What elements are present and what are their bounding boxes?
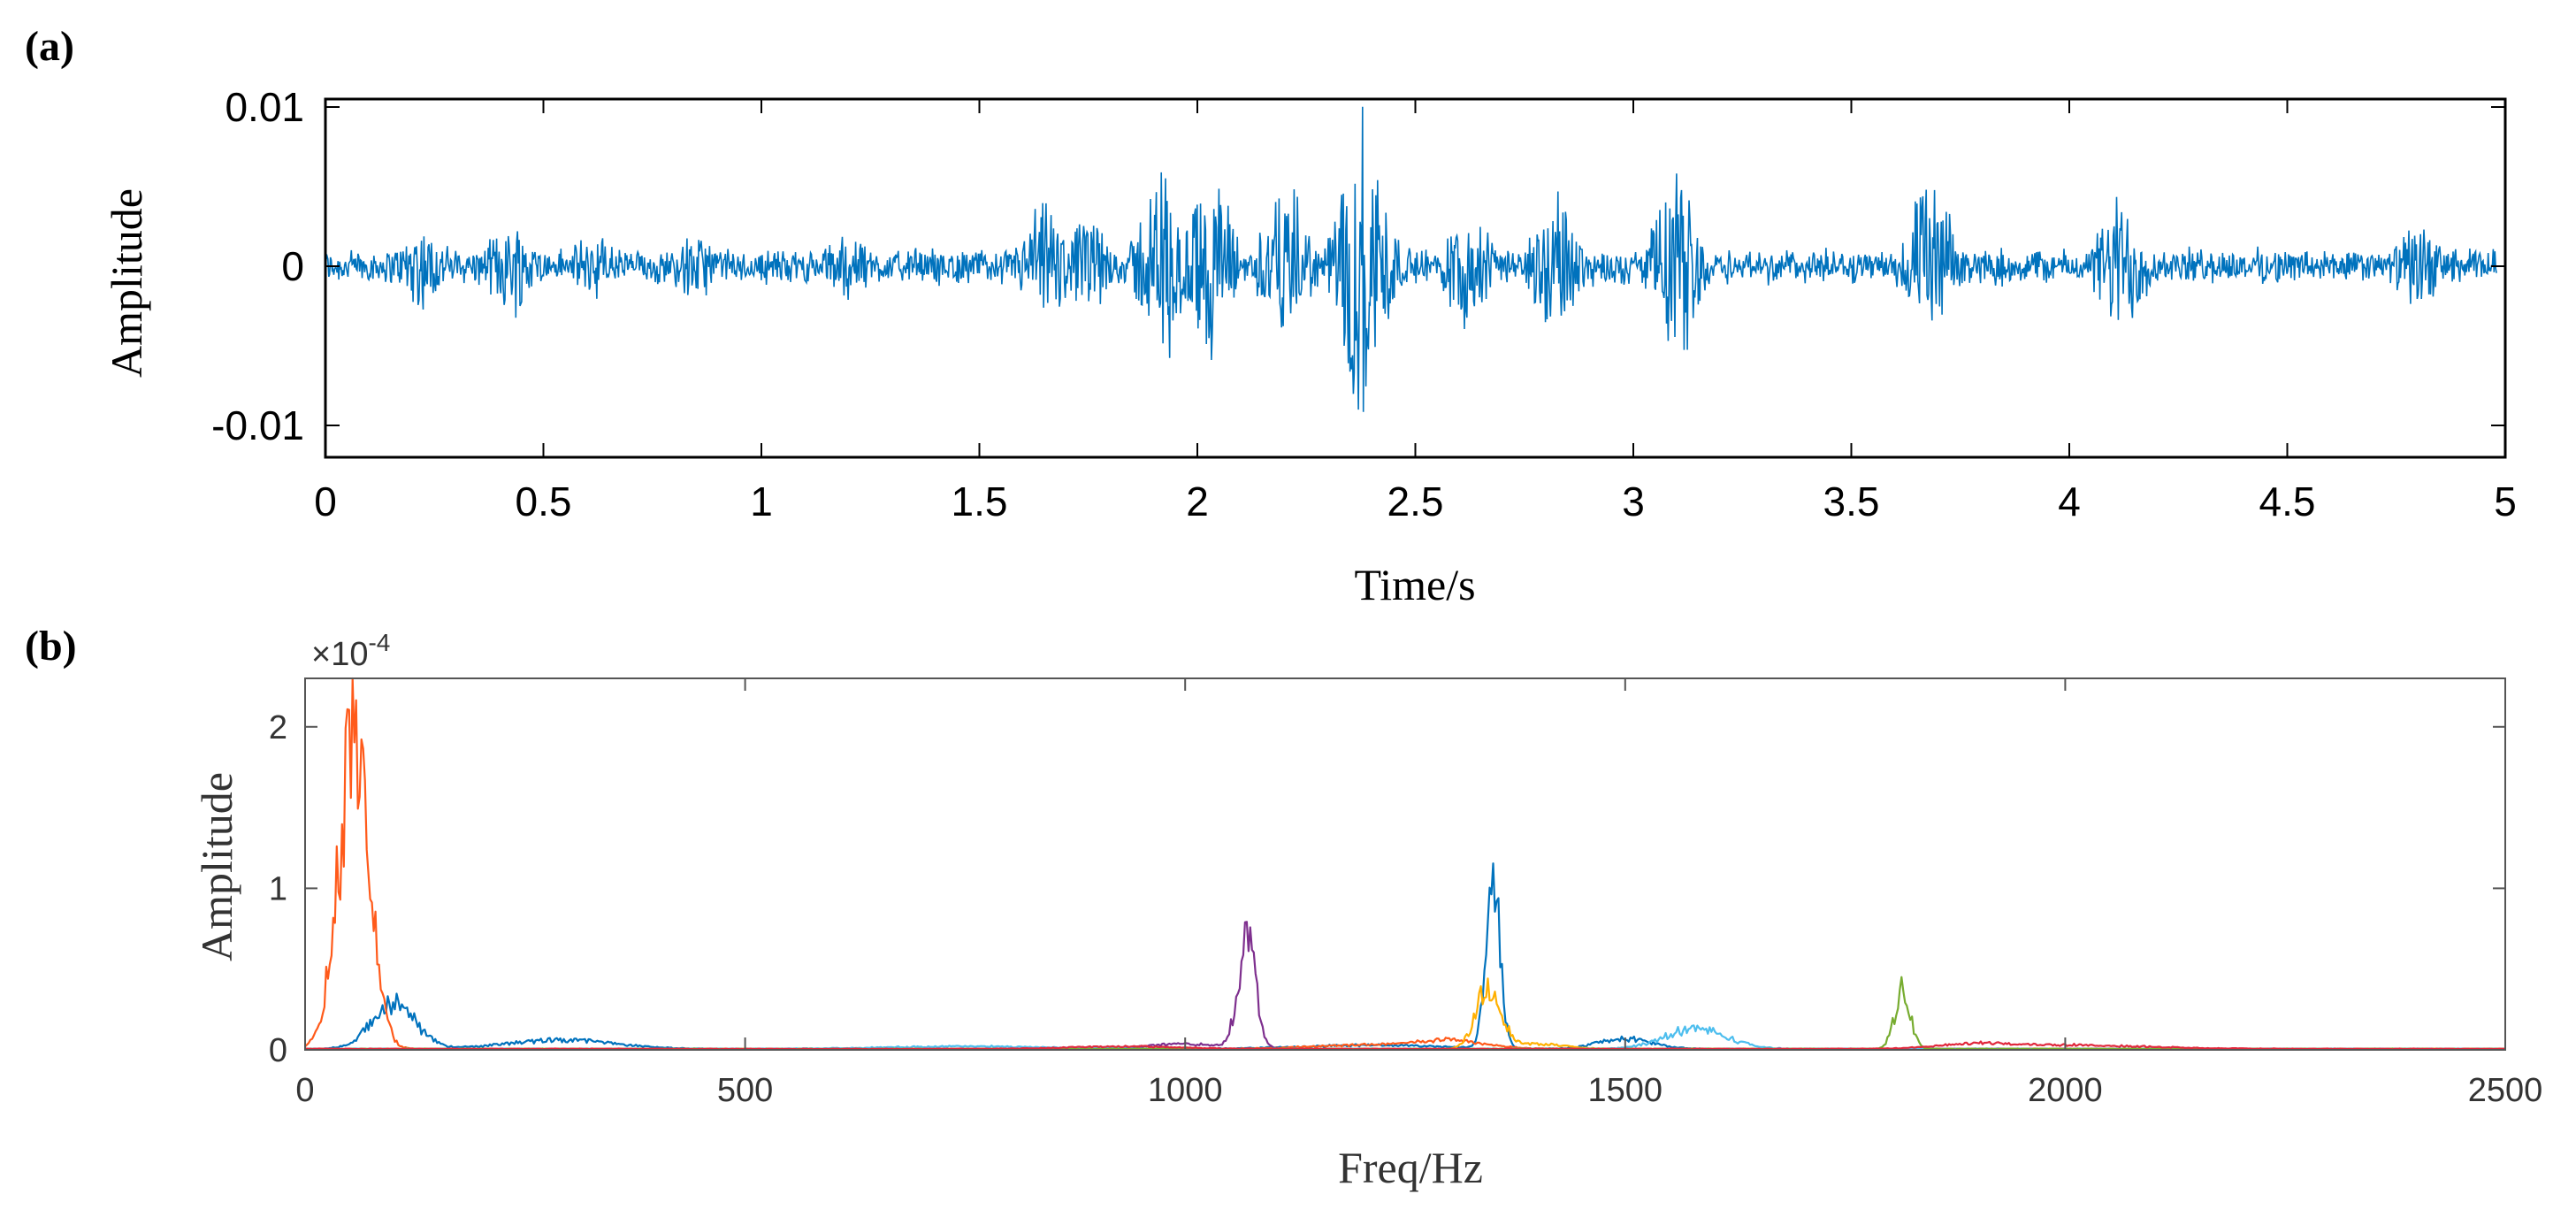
panel-a-x-tick-label: 1 xyxy=(750,478,773,524)
panel-b: (b) ×10-4 0 500 1000 1500 2000 2500 0 1 2 Freq/… xyxy=(25,623,2542,1192)
panel-a-y-tick-label: 0 xyxy=(281,243,304,289)
panel-b-component-7-line xyxy=(304,1040,2506,1051)
panel-b-exponent: ×10-4 xyxy=(311,629,390,673)
panel-a-y-ticks: -0.01 0 0.01 xyxy=(211,84,2505,448)
panel-a-series xyxy=(325,106,2497,412)
panel-a-x-tick-label: 1.5 xyxy=(952,478,1008,524)
panel-a-x-tick-label: 3.5 xyxy=(1823,478,1880,524)
panel-b-x-tick-label: 2000 xyxy=(2028,1072,2103,1109)
panel-b-y-ticks: 0 1 2 xyxy=(269,709,2505,1069)
panel-a-x-axis-title: Time/s xyxy=(1354,560,1475,609)
panel-a-y-tick-label: 0.01 xyxy=(225,84,304,130)
panel-b-x-tick-label: 1500 xyxy=(1588,1072,1663,1109)
panel-b-component-2-line xyxy=(304,677,2506,1051)
panel-a-x-ticks: 0 0.5 1 1.5 2 2.5 3 3.5 4 4.5 5 xyxy=(314,99,2517,524)
panel-b-exponent-base: ×10 xyxy=(311,636,368,673)
panel-b-exponent-power: -4 xyxy=(368,629,390,656)
panel-b-component-1-line xyxy=(304,862,2506,1051)
panel-a-x-tick-label: 2 xyxy=(1186,478,1209,524)
panel-a-x-tick-label: 4.5 xyxy=(2259,478,2316,524)
panel-a-x-tick-label: 5 xyxy=(2494,478,2517,524)
panel-a-label: (a) xyxy=(25,23,74,70)
panel-b-x-ticks: 0 500 1000 1500 2000 2500 xyxy=(295,678,2542,1109)
panel-a-x-tick-label: 0.5 xyxy=(516,478,572,524)
panel-b-axes-box xyxy=(304,677,2506,1051)
panel-b-y-axis-title: Amplitude xyxy=(192,772,241,961)
panel-b-y-tick-label: 2 xyxy=(269,709,287,746)
panel-b-x-tick-label: 0 xyxy=(295,1072,314,1109)
panel-a-y-tick-label: -0.01 xyxy=(211,402,304,448)
panel-b-series xyxy=(304,677,2506,1051)
panel-a-x-tick-label: 2.5 xyxy=(1387,478,1444,524)
panel-b-component-4-line xyxy=(305,921,2506,1051)
panel-b-component-3-line xyxy=(304,977,2506,1051)
panel-b-component-6-line xyxy=(304,976,2506,1051)
panel-b-x-tick-label: 500 xyxy=(717,1072,773,1109)
panel-b-y-tick-label: 0 xyxy=(269,1032,287,1069)
panel-b-x-tick-label: 2500 xyxy=(2468,1072,2543,1109)
panel-a-x-tick-label: 4 xyxy=(2058,478,2081,524)
panel-b-x-axis-title: Freq/Hz xyxy=(1338,1143,1483,1192)
panel-b-label: (b) xyxy=(25,623,77,670)
panel-b-x-tick-label: 1000 xyxy=(1148,1072,1223,1109)
panel-a-x-tick-label: 0 xyxy=(314,478,337,524)
panel-a-signal-line xyxy=(325,106,2497,412)
panel-b-y-tick-label: 1 xyxy=(269,870,287,907)
panel-a-y-axis-title: Amplitude xyxy=(102,188,151,378)
panel-a-x-tick-label: 3 xyxy=(1622,478,1645,524)
